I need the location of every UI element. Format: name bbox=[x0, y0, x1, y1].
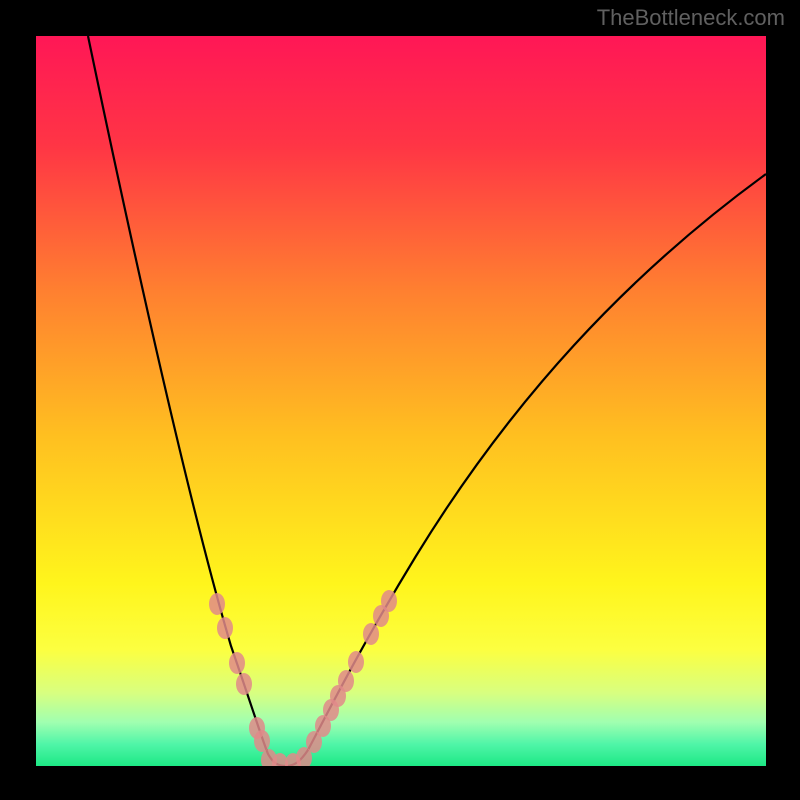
curve-layer bbox=[36, 36, 766, 766]
data-marker bbox=[209, 593, 225, 615]
bottleneck-curve bbox=[88, 36, 766, 766]
data-marker bbox=[338, 670, 354, 692]
data-marker bbox=[217, 617, 233, 639]
plot-area bbox=[36, 36, 766, 766]
data-marker bbox=[363, 623, 379, 645]
marker-group bbox=[209, 590, 397, 766]
watermark-text: TheBottleneck.com bbox=[597, 5, 785, 31]
data-marker bbox=[348, 651, 364, 673]
data-marker bbox=[229, 652, 245, 674]
data-marker bbox=[381, 590, 397, 612]
data-marker bbox=[254, 730, 270, 752]
data-marker bbox=[236, 673, 252, 695]
